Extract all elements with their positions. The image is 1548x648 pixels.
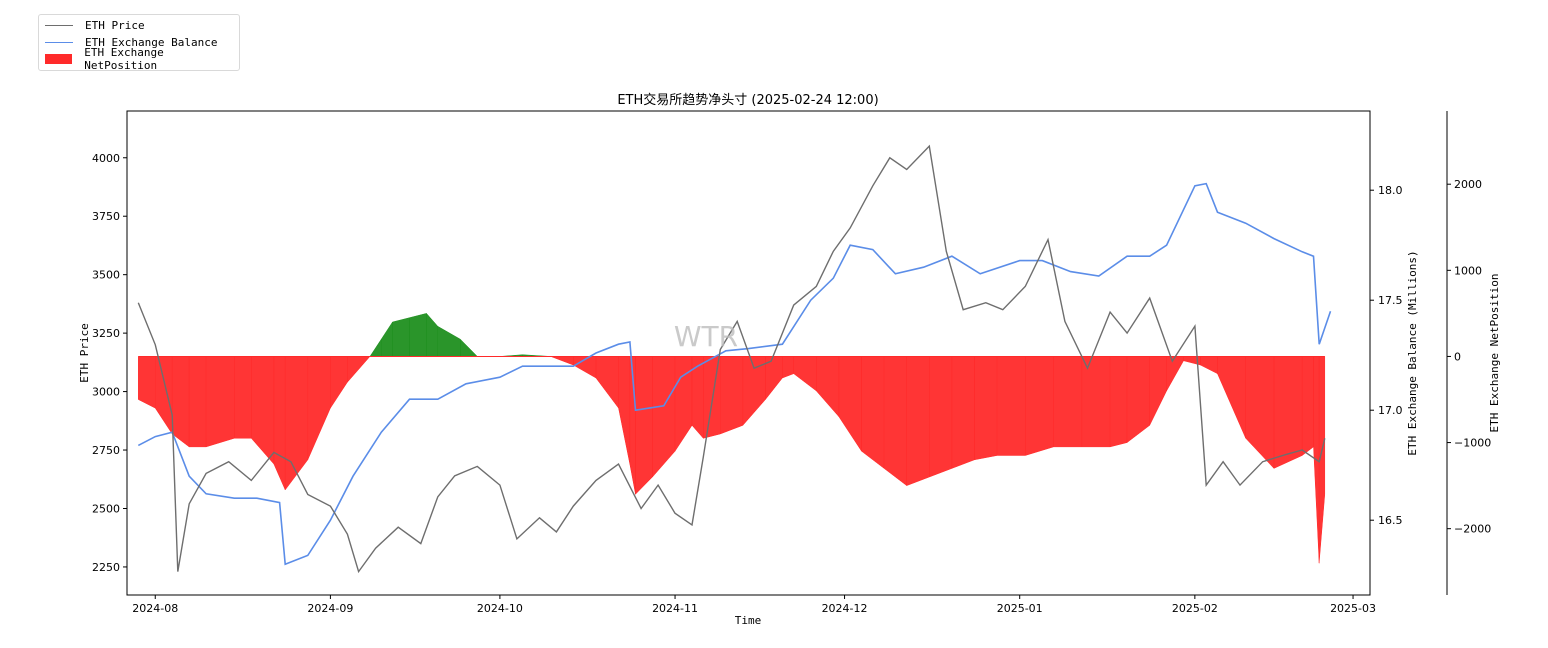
x-tick-label: 2024-12 [822, 602, 868, 615]
y-tick-label-left: 3000 [92, 386, 120, 399]
netposition-segment [273, 356, 286, 491]
y-axis-label-right: ETH Exchange Balance (Millions) [1406, 250, 1419, 455]
netposition-segment [929, 356, 953, 478]
netposition-segment [1166, 356, 1184, 392]
netposition-segment [782, 356, 794, 379]
netposition-segment [1301, 356, 1314, 456]
netposition-segment [1149, 356, 1167, 426]
netposition-segment [793, 356, 817, 392]
netposition-segment [838, 356, 862, 453]
series-line-eth-price [137, 144, 1326, 574]
netposition-segment [1081, 356, 1111, 448]
netposition-segment [460, 338, 478, 357]
netposition-segment [307, 356, 331, 460]
legend-swatch-price [45, 24, 73, 26]
x-tick-label: 2025-01 [997, 602, 1043, 615]
y-tick-label-right: 17.5 [1378, 294, 1403, 307]
netposition-segment [1109, 356, 1128, 448]
netposition-segment [974, 356, 998, 461]
y-tick-label-left: 2250 [92, 561, 120, 574]
netposition-segment [883, 356, 907, 487]
y-tick-label-right2: 2000 [1454, 178, 1482, 191]
y-tick-label-left: 3500 [92, 269, 120, 282]
y-tick-label-right2: 0 [1454, 350, 1461, 363]
plot-frame [126, 110, 1371, 596]
y-tick-label-right2: −1000 [1454, 437, 1491, 450]
y-tick-label-left: 3750 [92, 210, 120, 223]
x-tick-label: 2024-11 [652, 602, 698, 615]
x-tick-label: 2024-10 [477, 602, 523, 615]
y-tick-label-right: 16.5 [1378, 514, 1403, 527]
netposition-segment [409, 313, 427, 357]
netposition-segment [426, 312, 438, 357]
netposition-segment [618, 356, 631, 465]
y-tick-label-left: 4000 [92, 152, 120, 165]
netposition-segment [437, 325, 461, 357]
netposition-area-layer [138, 312, 1326, 564]
netposition-segment [1200, 356, 1218, 375]
y-tick-label-left: 2750 [92, 444, 120, 457]
x-tick-label: 2025-03 [1330, 602, 1376, 615]
netposition-segment [1053, 356, 1083, 448]
netposition-segment [816, 356, 840, 418]
legend-label-netposition: ETH Exchange NetPosition [84, 46, 164, 72]
legend-item-netposition: ETH Exchange NetPosition [45, 46, 239, 72]
netposition-segment [347, 356, 371, 383]
netposition-segment [330, 356, 348, 409]
netposition-segment [1025, 356, 1054, 456]
legend-label-price: ETH Price [85, 18, 145, 32]
x-tick-label: 2024-09 [307, 602, 353, 615]
x-axis-label: Time [735, 614, 762, 627]
legend-swatch-balance [45, 41, 73, 43]
x-tick-label: 2025-02 [1172, 602, 1218, 615]
netposition-segment [155, 356, 173, 435]
netposition-segment [595, 356, 619, 409]
netposition-segment [251, 356, 275, 465]
series-line-exchange-balance [137, 182, 1332, 566]
y-tick-label-right: 18.0 [1378, 184, 1403, 197]
watermark: WTR [674, 320, 738, 353]
legend-swatch-netposition [45, 54, 73, 64]
y-tick-label-left: 3250 [92, 327, 120, 340]
y-tick-label-right2: 1000 [1454, 264, 1482, 277]
y-tick-label-right2: −2000 [1454, 523, 1491, 536]
series-lines-layer [137, 144, 1332, 574]
netposition-segment [550, 356, 574, 366]
netposition-segment [381, 321, 393, 357]
legend-item-price: ETH Price [45, 17, 145, 33]
netposition-segment [652, 356, 676, 478]
legend-item-balance: ETH Exchange Balance [45, 34, 217, 50]
netposition-segment [1217, 356, 1246, 439]
netposition-segment [205, 356, 235, 448]
netposition-segment [188, 356, 207, 448]
x-tick-label: 2024-08 [132, 602, 178, 615]
y-axis-label-right2: ETH Exchange NetPosition [1488, 274, 1501, 433]
netposition-segment [1126, 356, 1150, 444]
netposition-segment [635, 356, 653, 495]
netposition-segment [138, 356, 156, 409]
netposition-segment [284, 356, 309, 491]
y-tick-label-left: 2500 [92, 502, 120, 515]
y-tick-label-right: 17.0 [1378, 404, 1403, 417]
netposition-segment [906, 356, 930, 486]
netposition-segment [234, 356, 252, 439]
netposition-segment [996, 356, 1026, 456]
chart-title: ETH交易所趋势净头寸 (2025-02-24 12:00) [617, 92, 878, 108]
y-axis-label-left: ETH Price [78, 323, 91, 383]
netposition-segment [369, 338, 382, 357]
netposition-segment [861, 356, 885, 469]
netposition-segment [1245, 356, 1275, 470]
netposition-segment [171, 356, 190, 448]
legend: ETH Price ETH Exchange Balance ETH Excha… [38, 14, 240, 72]
axes-layer: 2024-08 2024-09 2024-10 2024-11 2024-12 2025-… [92, 152, 1491, 615]
netposition-segment [720, 356, 744, 435]
legend-label-balance: ETH Exchange Balance [85, 35, 218, 49]
netposition-segment [951, 356, 975, 469]
netposition-segment [392, 317, 410, 357]
